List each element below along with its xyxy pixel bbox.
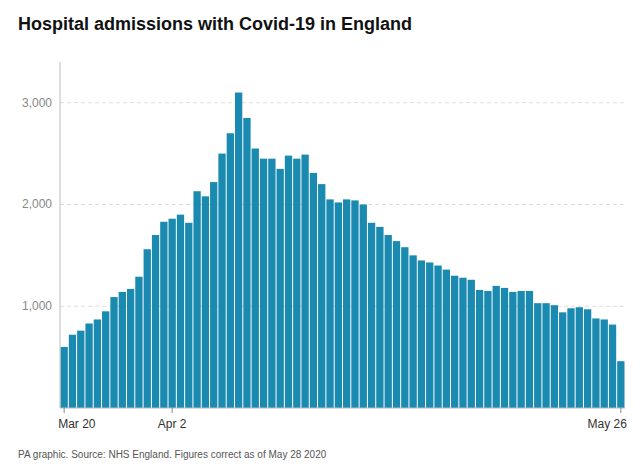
y-axis-line [60,62,61,408]
x-tick [172,408,173,413]
bar [119,292,126,408]
bar [443,270,450,408]
bar [160,222,167,408]
bar [326,199,333,408]
x-tick-label: May 26 [587,417,627,431]
bar [393,241,400,408]
bar [592,318,599,408]
x-tick-label: Apr 2 [158,417,187,431]
bar [227,133,234,408]
bar [277,169,284,408]
bar [360,204,367,408]
grid-line [60,102,625,103]
bar [609,325,616,408]
bar [401,247,408,408]
bar [144,249,151,408]
bar [368,223,375,408]
bar [468,280,475,408]
x-tick [620,408,621,413]
y-tick-label: 3,000 [22,96,52,110]
bar [260,159,267,408]
bar [293,159,300,408]
bar [343,199,350,408]
chart: Hospital admissions with Covid-19 in Eng… [0,0,640,468]
bar [576,307,583,408]
bar [351,200,358,408]
bar [617,361,624,408]
x-tick [64,408,65,413]
grid-line [60,204,625,205]
bar [601,319,608,408]
bar [210,182,217,408]
bar [418,260,425,408]
x-tick-label: Mar 20 [58,417,96,431]
bar [185,223,192,408]
bar [409,255,416,408]
bar [509,292,516,408]
bar [459,278,466,408]
bar [318,184,325,408]
bar [451,276,458,408]
bar [94,319,101,408]
bar [301,155,308,408]
bar [243,118,250,408]
bar [542,303,549,408]
bar [335,202,342,408]
bar [559,312,566,408]
y-tick-label: 1,000 [22,299,52,313]
bar [102,311,109,408]
bar [252,149,259,409]
bar [60,347,67,408]
x-axis-line [60,408,625,409]
bar [426,262,433,408]
bar [551,305,558,408]
bar [235,93,242,408]
bar [152,235,159,408]
bar [69,335,76,408]
bar [127,289,134,408]
bar [493,286,500,408]
bar [567,308,574,408]
bar [385,235,392,408]
bar [434,266,441,408]
y-tick-label: 2,000 [22,197,52,211]
bar [501,288,508,408]
bar [584,309,591,408]
bar [534,303,541,408]
bar [526,291,533,408]
bar [135,277,142,408]
bar [85,324,92,408]
bar [177,215,184,408]
bar [110,297,117,408]
title: Hospital admissions with Covid-19 in Eng… [18,14,412,34]
bars [60,93,624,408]
bar [77,331,84,408]
bar [285,156,292,408]
bar [376,227,383,408]
bar [169,219,176,408]
bar [484,291,491,408]
bar [193,191,200,408]
bar [202,196,209,408]
bar [517,291,524,408]
bar [218,154,225,408]
bar [268,159,275,408]
footnote: PA graphic. Source: NHS England. Figures… [18,449,327,460]
bar [476,290,483,408]
bar [310,173,317,408]
